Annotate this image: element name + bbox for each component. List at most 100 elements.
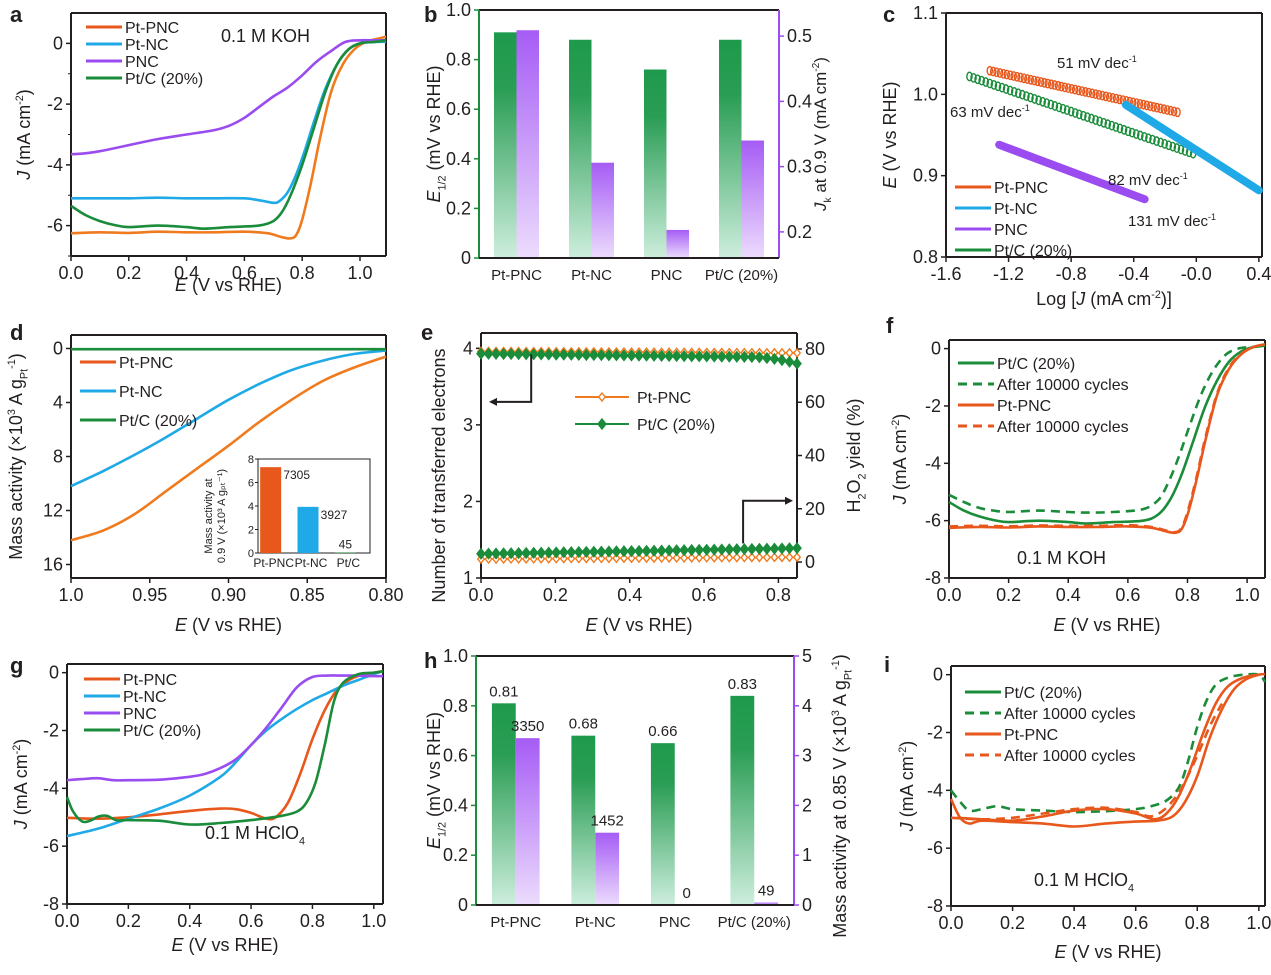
data-point-Pt-PNC [1003, 69, 1011, 80]
legend-label: Pt-PNC [994, 180, 1048, 197]
data-point-Pt-PNC [1088, 88, 1096, 99]
legend-label: Pt-NC [125, 37, 169, 54]
x-tick-label: 0.0 [938, 913, 963, 933]
value-label-right: 3350 [511, 718, 544, 735]
y-tick-label: 0 [53, 33, 63, 53]
x-tick-label: 0.90 [211, 585, 246, 605]
data-point-Pt-PNC H2O2 [612, 553, 621, 564]
value-label-right: 1452 [590, 813, 623, 830]
x-tick-label: 0.6 [692, 585, 717, 605]
y-tick-label: 0.3 [787, 157, 812, 177]
series-line-Pt-NC [70, 349, 387, 488]
bar-left-PNC [644, 69, 667, 259]
data-point-Pt/C (20%) n [536, 348, 547, 361]
legend-label: Pt/C (20%) [125, 71, 203, 88]
inset-value-label: 7305 [283, 468, 310, 482]
data-point-Pt/C (20%) H2O2 [551, 546, 562, 559]
data-point-Pt/C (20%) H2O2 [739, 542, 750, 556]
data-point-Pt/C (20%) [982, 77, 990, 87]
data-point-Pt-PNC H2O2 [552, 553, 561, 564]
data-point-Pt-PNC [1020, 73, 1028, 84]
y-tick-label: -6 [47, 216, 63, 236]
series-line-Pt-PNC [70, 35, 387, 240]
y-tick-label: -8 [925, 568, 941, 588]
inset-bar-Pt-PNC [260, 467, 282, 553]
data-point-Pt/C (20%) n [619, 349, 629, 362]
data-point-Pt/C (20%) n [754, 351, 765, 364]
y-tick-label: 0.8 [446, 50, 471, 70]
data-point-Pt-PNC [1041, 77, 1048, 88]
data-point-Pt/C (20%) [1027, 92, 1034, 103]
series-line-Pt/C (20%) after 10000 cycles [949, 672, 1267, 814]
data-point-Pt-PNC [1010, 71, 1017, 81]
data-point-Pt/C (20%) [1010, 86, 1018, 97]
data-point-Pt/C (20%) n [483, 347, 494, 360]
series-line-Pt/C (20%) after 10000 cycles [948, 344, 1266, 514]
series-line-Pt-NC [70, 40, 387, 205]
y-axis-label: J (mA cm-2) [14, 89, 34, 181]
data-point-Pt/C (20%) [1124, 126, 1132, 137]
panel-label: a [10, 2, 23, 27]
panel-label: g [10, 653, 23, 678]
left-axis-label: E1/2 (mV vs RHE) [424, 712, 448, 849]
data-point-Pt/C (20%) n [701, 350, 712, 363]
x-axis-label: E (V vs RHE) [175, 615, 282, 635]
data-point-Pt-PNC H2O2 [664, 552, 674, 564]
panel-a: 0.0 0.2 0.4 0.6 0.8 1.0 0 -2 -4 -6 Pt-PNCPt-NCPNCP… [14, 12, 387, 295]
category-label: Pt/C (20%) [718, 914, 791, 931]
data-point-Pt-PNC [1047, 79, 1055, 90]
bar-left-Pt-NC [571, 735, 596, 905]
data-point-Pt/C (20%) H2O2 [694, 543, 705, 557]
y-tick-label: 4 [53, 393, 63, 413]
data-point-Pt/C (20%) H2O2 [709, 543, 720, 556]
data-point-Pt/C (20%) H2O2 [543, 546, 554, 559]
category-label: Pt-NC [571, 267, 612, 284]
data-point-Pt-PNC [986, 65, 994, 76]
data-point-Pt-PNC [1017, 72, 1024, 83]
data-point-Pt/C (20%) n [506, 347, 516, 361]
data-point-Pt/C (20%) n [491, 347, 501, 360]
panel-i: 0.0 0.2 0.4 0.6 0.8 1.0 0 -2 -4 -6 -8 Pt/C (20%) Aft… [897, 665, 1271, 962]
y-axis-label: J (mA cm-2) [11, 739, 31, 831]
data-point-Pt/C (20%) n [604, 349, 614, 362]
data-point-Pt-PNC [1170, 106, 1178, 117]
data-point-Pt/C (20%) [1108, 120, 1116, 131]
value-label-left: 0.68 [569, 716, 598, 733]
data-point-Pt-PNC [1092, 89, 1099, 100]
data-point-Pt/C (20%) H2O2 [588, 545, 599, 558]
bar-right-PNC [666, 229, 689, 258]
y-tick-label: 0.6 [443, 746, 468, 766]
x-tick-label: 0.0 [936, 585, 961, 605]
data-point-Pt/C (20%) [1043, 98, 1051, 109]
data-point-Pt/C (20%) [1014, 88, 1022, 99]
category-label: Pt-PNC [490, 914, 541, 931]
data-point-Pt-PNC [1013, 71, 1021, 82]
value-label-right: 49 [758, 883, 775, 900]
data-point-Pt-PNC [1150, 102, 1157, 112]
legend-label: After 10000 cycles [997, 377, 1129, 394]
data-point-Pt/C (20%) [1019, 89, 1026, 100]
x-tick-label: 0.8 [300, 911, 325, 931]
data-point-Pt/C (20%) H2O2 [513, 546, 524, 560]
x-tick-label: 0.95 [132, 585, 167, 605]
y-tick-label: 12 [43, 501, 63, 521]
data-point-Pt/C (20%) H2O2 [619, 545, 629, 558]
y-tick-label: 4 [463, 338, 473, 358]
data-point-Pt-PNC H2O2 [634, 553, 644, 564]
y2-axis-label: H2O2 yield (%) [844, 398, 868, 512]
data-point-Pt/C (20%) H2O2 [566, 546, 577, 559]
series-line-Pt/C (20%) [948, 344, 1266, 525]
annotation: 0.1 M KOH [221, 26, 310, 46]
data-point-Pt/C (20%) H2O2 [626, 544, 637, 558]
panel-f: 0.0 0.2 0.4 0.6 0.8 1.0 0 -2 -4 -6 -8 Pt/C (20%) Aft… [890, 339, 1266, 635]
data-point-Pt/C (20%) [998, 82, 1006, 93]
data-point-Pt/C (20%) [1071, 108, 1079, 118]
inset-y-tick-label: 0 [248, 548, 254, 560]
data-point-Pt-PNC [1095, 89, 1103, 100]
data-point-Pt/C (20%) n [498, 347, 509, 361]
legend-marker [597, 391, 607, 403]
y-tick-label: 8 [53, 447, 63, 467]
data-point-Pt-PNC [1105, 92, 1113, 103]
y-tick-label: -8 [43, 894, 59, 914]
panel-b: 0 0.2 0.4 0.6 0.8 1.0 0.2 0.3 0.4 0.5 Pt-PNC Pt-NC P… [424, 0, 834, 284]
